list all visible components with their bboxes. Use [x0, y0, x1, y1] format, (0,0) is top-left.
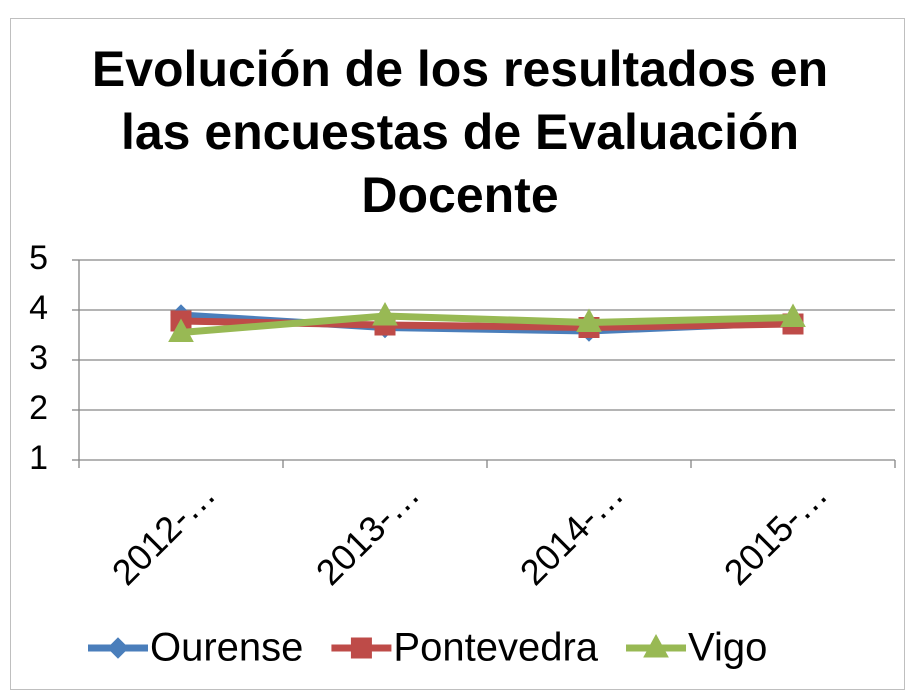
legend-marker — [107, 637, 129, 659]
legend-label: Vigo — [688, 626, 767, 670]
chart-frame — [10, 18, 905, 690]
y-tick-label: 5 — [29, 239, 48, 277]
chart-title: Evolución de los resultados en las encue… — [91, 41, 829, 223]
y-tick-label: 4 — [29, 289, 48, 327]
y-tick-label: 2 — [29, 389, 48, 427]
data-point — [372, 301, 398, 326]
legend-marker — [350, 637, 372, 659]
y-tick-label: 1 — [29, 439, 48, 477]
data-point — [576, 308, 602, 332]
legend-marker — [643, 633, 669, 658]
legend-label: Ourense — [150, 626, 303, 670]
series-line — [180, 312, 794, 336]
y-tick-label: 3 — [29, 339, 48, 377]
data-point — [168, 318, 194, 342]
legend-label: Pontevedra — [393, 626, 598, 670]
data-point — [780, 303, 806, 327]
